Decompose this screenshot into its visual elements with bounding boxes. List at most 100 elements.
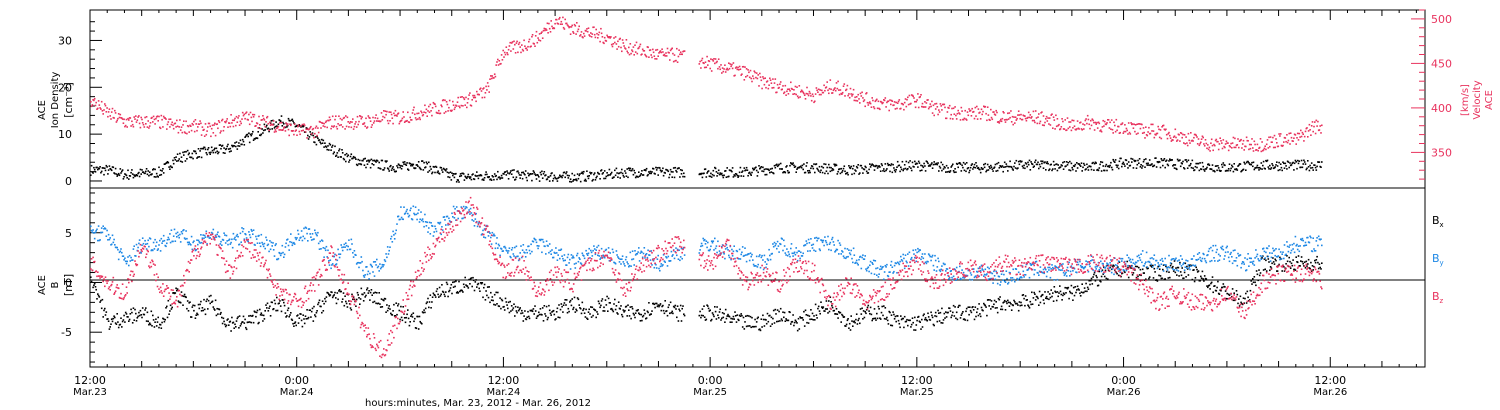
density-point <box>389 165 391 168</box>
density-point <box>141 169 143 171</box>
density-point <box>872 165 875 167</box>
bx-point <box>1318 263 1321 265</box>
velocity-point <box>537 37 539 39</box>
velocity-point <box>969 109 972 112</box>
density-point <box>1047 162 1049 165</box>
velocity-point <box>300 130 303 132</box>
density-point <box>93 168 96 171</box>
density-point <box>618 172 621 174</box>
bx-point <box>1070 284 1073 287</box>
bx-point <box>538 313 541 316</box>
velocity-point <box>520 51 522 54</box>
density-point <box>262 132 264 134</box>
velocity-point <box>746 74 749 77</box>
velocity-point <box>410 119 413 121</box>
velocity-point <box>1158 136 1161 139</box>
velocity-point <box>611 45 614 48</box>
velocity-point <box>274 129 277 131</box>
bx-point <box>751 316 753 319</box>
bx-point <box>1124 271 1126 274</box>
bx-point <box>166 316 169 319</box>
bx-point <box>327 292 329 294</box>
bx-point <box>169 310 171 312</box>
density-point <box>865 166 867 169</box>
bx-point <box>144 309 146 311</box>
bx-point <box>300 319 303 322</box>
by-point <box>116 246 118 249</box>
density-point <box>741 170 744 172</box>
density-point <box>572 178 575 181</box>
bx-point <box>90 276 92 278</box>
density-point <box>1097 169 1100 172</box>
velocity-point <box>559 23 562 25</box>
bx-point <box>121 320 124 323</box>
velocity-point <box>1186 142 1188 144</box>
density-point <box>146 173 149 176</box>
velocity-point <box>614 41 616 44</box>
bx-point <box>274 302 277 305</box>
density-point <box>577 177 580 180</box>
velocity-point <box>544 29 546 32</box>
bx-point <box>399 318 401 321</box>
velocity-point <box>381 119 384 121</box>
density-point <box>423 161 425 164</box>
density-point <box>572 180 574 182</box>
bx-point <box>107 320 110 322</box>
velocity-point <box>1152 123 1154 126</box>
bx-point <box>198 307 201 310</box>
velocity-point <box>426 115 428 117</box>
density-point <box>1321 161 1323 163</box>
density-point <box>1249 163 1252 166</box>
velocity-point <box>1225 140 1228 143</box>
density-point <box>104 167 106 169</box>
density-point <box>1087 169 1090 171</box>
density-point <box>249 133 252 136</box>
velocity-point <box>876 98 878 101</box>
density-point <box>1045 162 1048 165</box>
velocity-point <box>228 122 231 124</box>
velocity-point <box>1169 137 1172 139</box>
velocity-point <box>928 106 931 108</box>
bx-point <box>1300 260 1302 262</box>
density-point <box>276 125 279 128</box>
density-point <box>849 167 852 170</box>
bx-point <box>847 318 849 320</box>
density-point <box>138 171 140 174</box>
bx-point <box>183 293 186 296</box>
bx-point <box>617 301 620 303</box>
bx-point <box>417 315 419 318</box>
velocity-point <box>1215 138 1218 141</box>
bx-point <box>925 319 928 321</box>
velocity-point <box>430 110 432 112</box>
density-point <box>152 169 154 171</box>
density-point <box>520 174 522 176</box>
velocity-point <box>1254 143 1256 146</box>
velocity-point <box>725 68 728 71</box>
bx-point <box>914 316 916 319</box>
velocity-point <box>609 37 611 39</box>
bx-point <box>410 315 412 317</box>
bx-point <box>638 313 641 316</box>
bx-point <box>1030 303 1032 306</box>
velocity-point <box>808 90 811 93</box>
velocity-point <box>167 121 170 123</box>
density-point <box>521 171 523 174</box>
density-point <box>586 170 588 172</box>
density-point <box>176 153 179 155</box>
velocity-point <box>1243 149 1245 151</box>
bx-point <box>1269 266 1272 268</box>
bx-point <box>334 291 336 294</box>
bx-point <box>592 314 594 317</box>
bx-point <box>874 317 877 320</box>
velocity-point <box>1252 147 1254 149</box>
density-point <box>151 173 153 175</box>
velocity-point <box>1178 134 1180 136</box>
density-point <box>1256 164 1259 167</box>
bx-point <box>574 311 577 313</box>
density-point <box>867 172 870 174</box>
density-point <box>659 169 662 171</box>
velocity-point <box>1150 123 1152 126</box>
density-point <box>663 171 666 174</box>
density-point <box>824 163 827 166</box>
velocity-point <box>710 58 712 60</box>
